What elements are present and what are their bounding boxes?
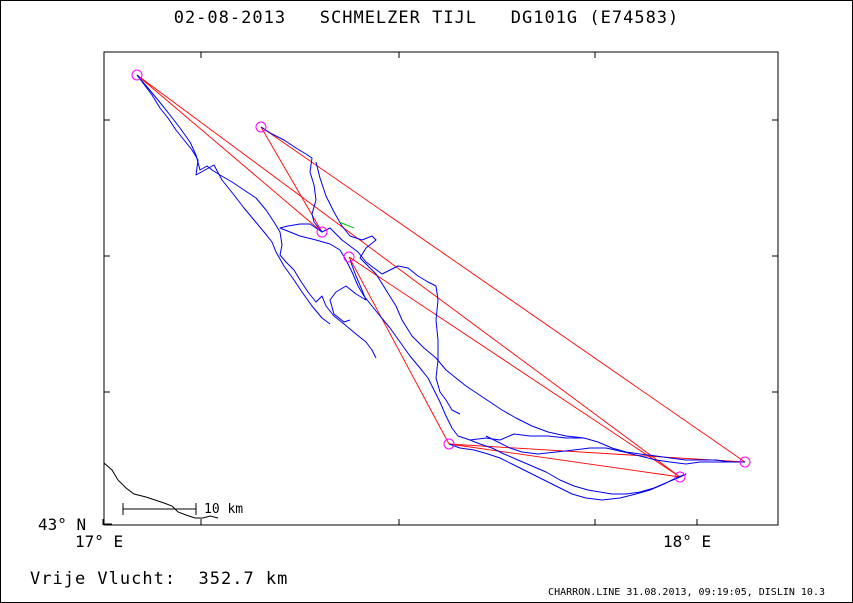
flight-title: 02-08-2013 SCHMELZER TIJL DG101G (E74583… <box>173 8 680 28</box>
turnpoint-start <box>131 69 143 81</box>
scale-bar-label: 10 km <box>204 502 243 517</box>
lon-label-18: 18° E <box>663 532 711 551</box>
turnpoint-4 <box>343 251 355 263</box>
free-flight-distance: Vrije Vlucht: 352.7 km <box>30 569 289 589</box>
turnpoint-7 <box>739 456 751 468</box>
plot-frame <box>103 51 779 526</box>
turnpoint-6 <box>674 471 686 483</box>
flight-track <box>136 74 745 501</box>
turnpoint-2 <box>255 121 267 133</box>
turnpoint-5 <box>443 438 455 450</box>
track-segment-green <box>338 221 355 229</box>
generator-info: CHARRON.LINE 31.08.2013, 09:19:05, DISLI… <box>548 587 825 598</box>
turnpoints <box>131 69 751 483</box>
lat-label-43: 43° N <box>38 515 86 534</box>
scale-bar <box>122 503 197 515</box>
coastline <box>103 462 219 519</box>
tick-marks <box>102 52 778 525</box>
lon-label-17: 17° E <box>75 532 123 551</box>
task-lines <box>136 74 746 478</box>
turnpoint-3 <box>316 226 328 238</box>
